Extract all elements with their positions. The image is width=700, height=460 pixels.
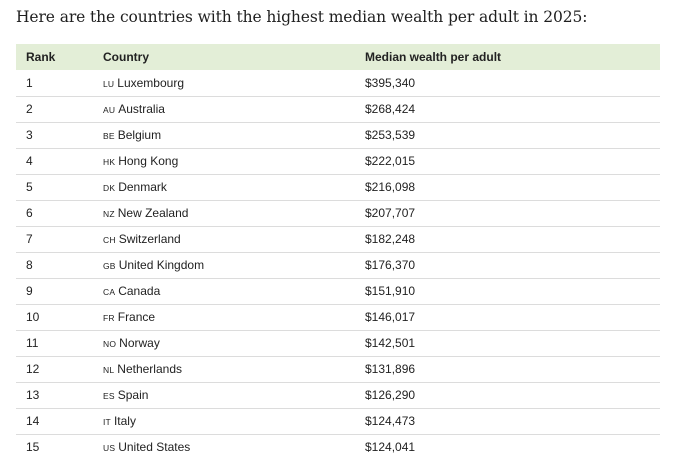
wealth-column-header: Median wealth per adult <box>365 50 502 64</box>
rank-cell: 10 <box>26 310 40 324</box>
country-code: NO <box>103 339 117 349</box>
country-name: Australia <box>118 102 165 116</box>
wealth-cell: $207,707 <box>365 206 416 220</box>
country-name: Luxembourg <box>117 75 184 90</box>
country-code: GB <box>103 261 116 271</box>
country-name: Norway <box>119 336 160 350</box>
country-code: BE <box>103 131 115 141</box>
rank-cell: 2 <box>26 102 33 116</box>
country-code: FR <box>103 313 115 323</box>
country-name: Italy <box>113 414 136 428</box>
rank-cell: 13 <box>26 388 40 402</box>
country-name: Netherlands <box>117 362 182 376</box>
country-code: IT <box>103 417 111 427</box>
country-code: DK <box>103 183 116 193</box>
rank-cell: 12 <box>26 362 40 376</box>
wealth-cell: $124,473 <box>365 414 416 428</box>
rank-cell: 5 <box>26 180 33 194</box>
country-cell: NO Norway <box>93 330 355 356</box>
country-cell: ES Spain <box>93 382 355 408</box>
country-cell: NL Netherlands <box>93 356 355 382</box>
country-cell: CA Canada <box>93 278 355 304</box>
table-header: Rank Country Median wealth per adult <box>16 44 660 70</box>
table-row: 2 AU Australia $268,424 <box>16 96 660 122</box>
wealth-cell: $151,910 <box>365 284 416 298</box>
country-name: Hong Kong <box>118 154 179 168</box>
country-code: AU <box>103 105 116 115</box>
wealth-table-container: Rank Country Median wealth per adult 1 LU… <box>16 44 660 460</box>
country-name: Canada <box>118 284 161 298</box>
wealth-cell: $222,015 <box>365 154 416 168</box>
rank-cell: 11 <box>26 336 39 350</box>
country-code: CH <box>103 235 116 245</box>
wealth-cell: $253,539 <box>365 128 416 142</box>
table-row: 6 NZ New Zealand $207,707 <box>16 200 660 226</box>
wealth-cell: $126,290 <box>365 388 416 402</box>
country-code: US <box>103 443 116 454</box>
rank-cell: 4 <box>26 154 33 168</box>
wealth-cell: $395,340 <box>365 75 416 90</box>
country-code: NL <box>103 365 115 375</box>
header-row: Rank Country Median wealth per adult <box>16 44 660 70</box>
table-row: 5 DK Denmark $216,098 <box>16 174 660 200</box>
wealth-cell: $146,017 <box>365 310 416 324</box>
country-name: United Kingdom <box>118 258 205 272</box>
country-cell: HK Hong Kong <box>93 148 355 174</box>
wealth-cell: $182,248 <box>365 232 416 246</box>
country-name: Denmark <box>118 180 167 194</box>
country-code: CA <box>103 287 116 297</box>
wealth-cell: $268,424 <box>365 102 416 116</box>
table-body: 1 LU Luxembourg $395,340 2 AU Australia $268,42… <box>16 70 660 460</box>
table-row: 12 NL Netherlands $131,896 <box>16 356 660 382</box>
country-cell: FR France <box>93 304 355 330</box>
rank-cell: 15 <box>26 440 40 455</box>
table-row: 9 CA Canada $151,910 <box>16 278 660 304</box>
rank-cell: 3 <box>26 128 33 142</box>
table-row: 14 IT Italy $124,473 <box>16 408 660 434</box>
wealth-table: Rank Country Median wealth per adult 1 LU… <box>16 44 660 460</box>
country-cell: IT Italy <box>93 408 355 434</box>
country-code: LU <box>103 78 115 89</box>
rank-cell: 7 <box>26 232 33 246</box>
country-cell: US United States <box>93 434 355 460</box>
rank-cell: 14 <box>26 414 40 428</box>
country-code: HK <box>103 157 116 167</box>
intro-text: Here are the countries with the highest … <box>16 8 588 26</box>
wealth-cell: $176,370 <box>365 258 416 272</box>
country-name: New Zealand <box>117 206 189 220</box>
table-row: 15 US United States $124,041 <box>16 434 660 460</box>
country-cell: DK Denmark <box>93 174 355 200</box>
rank-column-header: Rank <box>26 50 56 64</box>
country-code: ES <box>103 391 115 401</box>
country-cell: AU Australia <box>93 96 355 122</box>
wealth-cell: $131,896 <box>365 362 416 376</box>
country-name: Spain <box>117 388 149 402</box>
table-row: 8 GB United Kingdom $176,370 <box>16 252 660 278</box>
wealth-cell: $216,098 <box>365 180 416 194</box>
country-cell: LU Luxembourg <box>93 70 355 96</box>
country-name: Switzerland <box>118 232 181 246</box>
country-cell: NZ New Zealand <box>93 200 355 226</box>
table-row: 1 LU Luxembourg $395,340 <box>16 70 660 96</box>
country-cell: CH Switzerland <box>93 226 355 252</box>
rank-cell: 1 <box>26 75 33 90</box>
country-name: France <box>117 310 156 324</box>
country-name: Belgium <box>117 128 162 142</box>
country-column-header: Country <box>103 50 149 64</box>
table-row: 13 ES Spain $126,290 <box>16 382 660 408</box>
country-cell: GB United Kingdom <box>93 252 355 278</box>
table-row: 7 CH Switzerland $182,248 <box>16 226 660 252</box>
rank-cell: 6 <box>26 206 33 220</box>
table-row: 3 BE Belgium $253,539 <box>16 122 660 148</box>
country-cell: BE Belgium <box>93 122 355 148</box>
country-code: NZ <box>103 209 115 219</box>
table-row: 10 FR France $146,017 <box>16 304 660 330</box>
country-name: United States <box>118 440 191 455</box>
rank-cell: 8 <box>26 258 33 272</box>
table-row: 11 NO Norway $142,501 <box>16 330 660 356</box>
rank-cell: 9 <box>26 284 33 298</box>
wealth-cell: $142,501 <box>365 336 416 350</box>
table-row: 4 HK Hong Kong $222,015 <box>16 148 660 174</box>
wealth-cell: $124,041 <box>365 440 416 455</box>
